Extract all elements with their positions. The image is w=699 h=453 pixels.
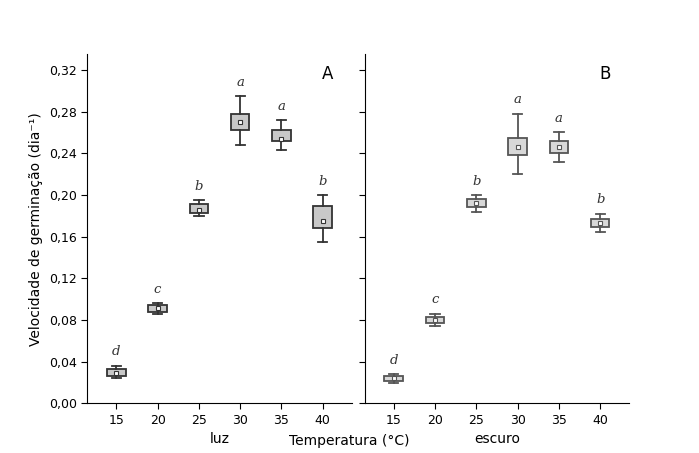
PathPatch shape xyxy=(426,317,445,323)
Text: a: a xyxy=(514,93,521,106)
Text: c: c xyxy=(431,294,439,306)
PathPatch shape xyxy=(467,199,486,207)
Text: Temperatura (°C): Temperatura (°C) xyxy=(289,434,410,448)
PathPatch shape xyxy=(272,130,291,141)
PathPatch shape xyxy=(231,114,250,130)
PathPatch shape xyxy=(107,369,126,376)
Text: a: a xyxy=(555,112,563,125)
Text: A: A xyxy=(322,65,333,83)
Text: d: d xyxy=(112,345,120,358)
X-axis label: luz: luz xyxy=(210,432,229,446)
Y-axis label: Velocidade de germinação (dia⁻¹): Velocidade de germinação (dia⁻¹) xyxy=(29,112,43,346)
Text: d: d xyxy=(389,354,398,367)
PathPatch shape xyxy=(189,204,208,212)
Text: a: a xyxy=(236,76,244,89)
PathPatch shape xyxy=(148,305,167,312)
Text: b: b xyxy=(596,193,605,207)
PathPatch shape xyxy=(549,141,568,153)
PathPatch shape xyxy=(384,376,403,381)
Text: b: b xyxy=(194,180,203,193)
Text: c: c xyxy=(154,283,161,296)
PathPatch shape xyxy=(313,207,332,228)
Text: a: a xyxy=(278,100,285,113)
PathPatch shape xyxy=(591,219,610,227)
Text: b: b xyxy=(472,175,481,188)
Text: B: B xyxy=(599,65,611,83)
Text: b: b xyxy=(319,175,327,188)
X-axis label: escuro: escuro xyxy=(474,432,520,446)
PathPatch shape xyxy=(508,138,527,155)
